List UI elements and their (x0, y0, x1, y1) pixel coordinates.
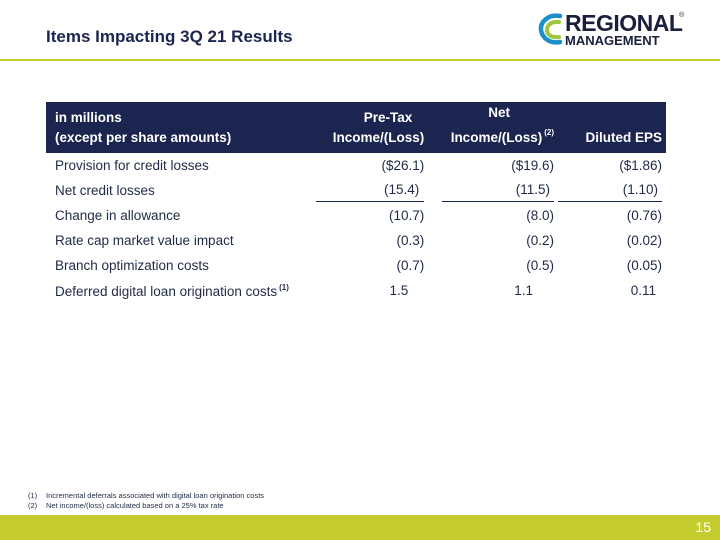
row-pretax: (15.4) (316, 179, 425, 202)
row-net: (0.2) (526, 233, 554, 248)
row-eps: ($1.86) (619, 158, 662, 173)
row-pretax: (0.3) (396, 233, 425, 248)
row-label: Provision for credit losses (55, 158, 209, 173)
row-label: Change in allowance (55, 208, 181, 223)
header-net: Net Income/(Loss) (2) (430, 102, 558, 153)
row-net: (0.5) (526, 258, 554, 273)
row-pretax: (10.7) (388, 208, 425, 223)
footnote-1-text: Incremental deferrals associated with di… (46, 491, 265, 500)
header-description-line2: (except per share amounts) (55, 130, 232, 145)
table-row: Change in allowance (10.7) (8.0) (0.76) (46, 203, 666, 228)
items-table: in millions (except per share amounts) P… (46, 102, 666, 303)
table-row: Provision for credit losses ($26.1) ($19… (46, 153, 666, 178)
footnote-2: (2) Net income/(loss) calculated based on… (28, 501, 264, 511)
header-eps-line2: Diluted EPS (585, 130, 662, 145)
row-label: Deferred digital loan origination costs (55, 283, 278, 299)
row-pretax: (0.7) (396, 258, 425, 273)
header-net-line1: Net (488, 105, 510, 120)
page-number: 15 (695, 519, 711, 535)
row-eps: (1.10) (558, 179, 662, 202)
company-logo: REGIONAL MANAGEMENT ® (538, 10, 688, 50)
row-footnote-ref: (1) (279, 282, 289, 292)
row-eps: (0.02) (626, 233, 662, 248)
row-net: (11.5) (441, 179, 554, 202)
footnote-2-text: Net income/(loss) calculated based on a … (46, 501, 224, 510)
header-pretax: Pre-Tax Income/(Loss) (320, 102, 430, 153)
footnotes: (1) Incremental deferrals associated with… (28, 491, 264, 511)
row-eps: (0.76) (626, 208, 662, 223)
table-row: Rate cap market value impact (0.3) (0.2)… (46, 228, 666, 253)
header-eps: Diluted EPS (558, 102, 666, 153)
table-row: Net credit losses (15.4) (11.5) (1.10) (46, 178, 666, 203)
logo-swirl-icon (538, 13, 563, 45)
table-row: Branch optimization costs (0.7) (0.5) (0… (46, 253, 666, 278)
footnote-1: (1) Incremental deferrals associated with… (28, 491, 264, 501)
footer-bar: 15 (0, 515, 720, 540)
header-divider (0, 59, 720, 61)
row-net: ($19.6) (511, 158, 554, 173)
footnote-1-number: (1) (28, 491, 38, 500)
row-eps: 0.11 (630, 283, 656, 298)
header-pretax-line2: Income/(Loss) (332, 130, 425, 145)
row-net: (8.0) (526, 208, 554, 223)
header-description-line1: in millions (55, 110, 122, 125)
logo-wordmark-line2: MANAGEMENT (565, 33, 660, 48)
row-pretax: 1.5 (389, 283, 409, 298)
row-pretax: ($26.1) (381, 158, 425, 173)
registered-mark: ® (679, 12, 685, 19)
table-row: Deferred digital loan origination costs(… (46, 278, 666, 303)
header-net-line2: Income/(Loss) (450, 130, 543, 145)
page-title: Items Impacting 3Q 21 Results (46, 27, 293, 46)
header-net-footnote-ref: (2) (544, 128, 554, 137)
logo-wordmark-line1: REGIONAL (565, 10, 683, 36)
row-eps: (0.05) (626, 258, 662, 273)
row-label: Branch optimization costs (55, 258, 209, 273)
header-pretax-line1: Pre-Tax (363, 110, 413, 125)
header-description: in millions (except per share amounts) (46, 102, 320, 153)
table-header-row: in millions (except per share amounts) P… (46, 102, 666, 153)
footnote-2-number: (2) (28, 501, 38, 510)
row-label-cell: Deferred digital loan origination costs(… (46, 278, 320, 303)
row-net: 1.1 (514, 283, 533, 298)
row-label: Rate cap market value impact (55, 233, 234, 248)
row-label: Net credit losses (55, 183, 155, 198)
